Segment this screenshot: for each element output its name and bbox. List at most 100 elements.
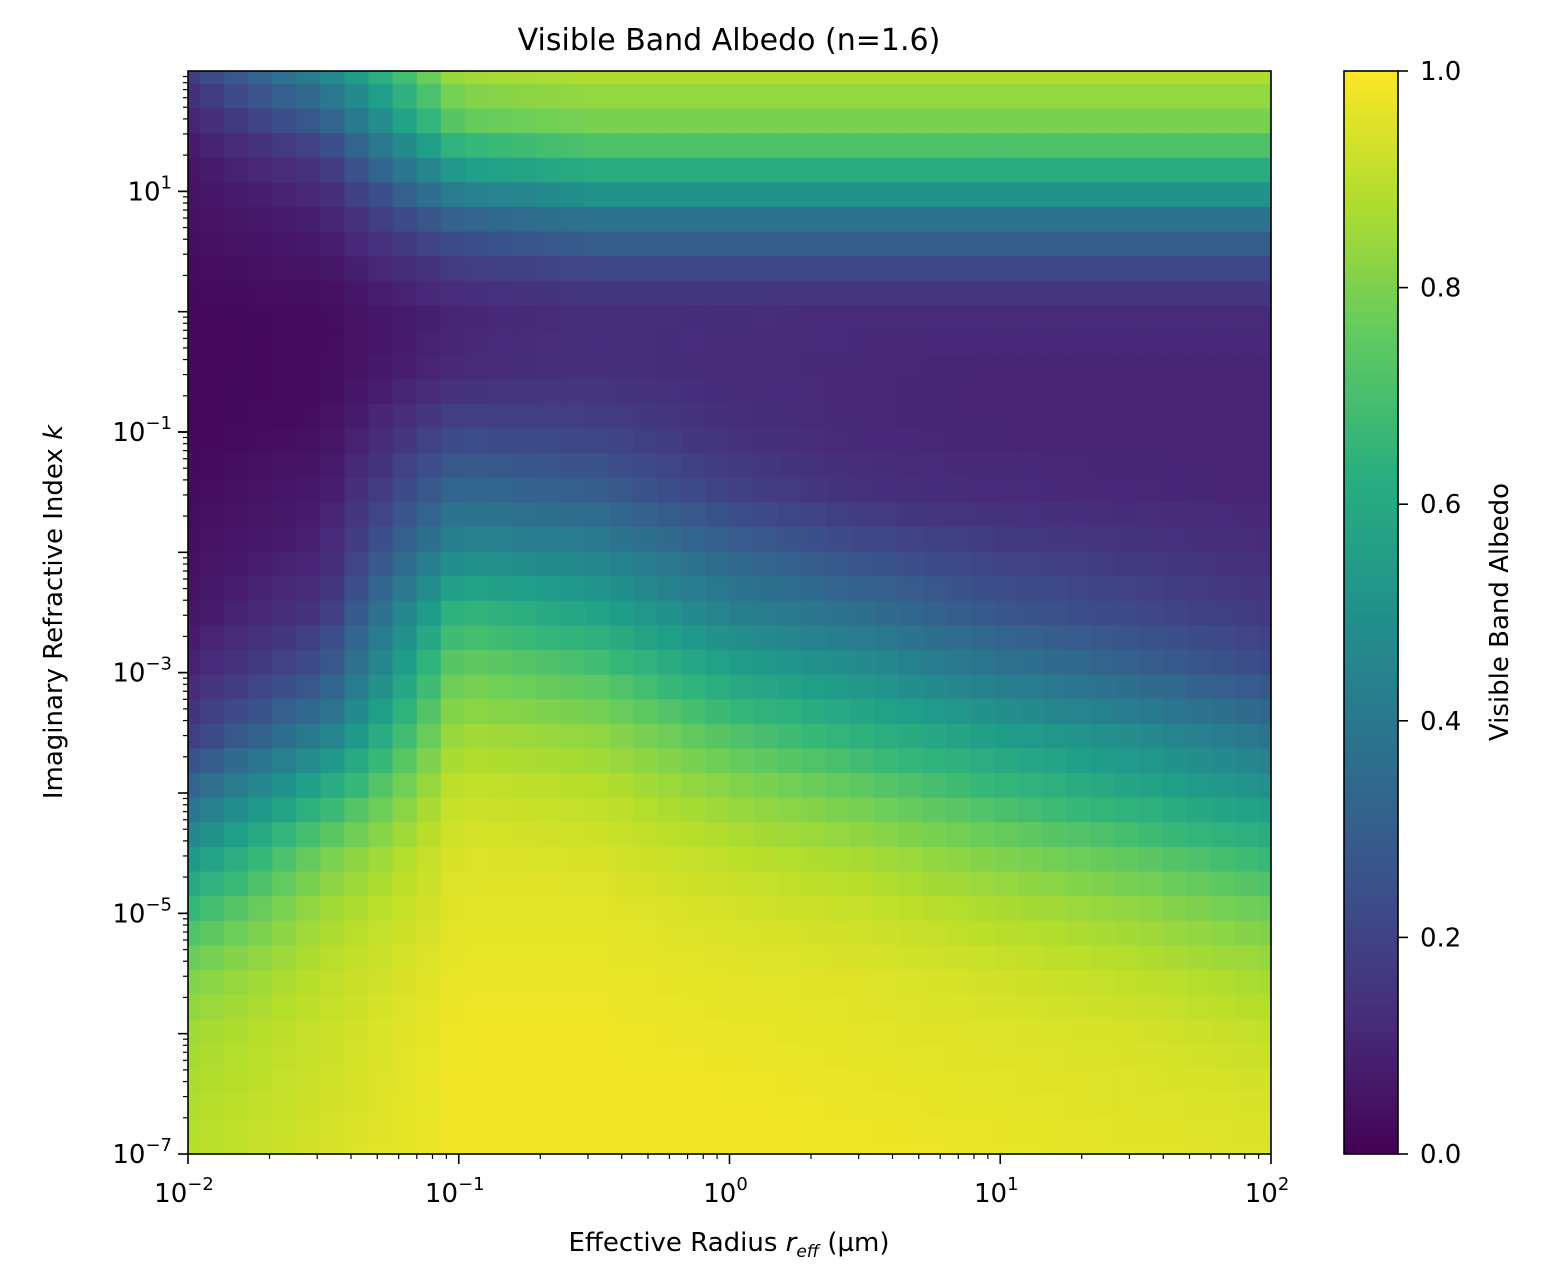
heatmap-cell [416,206,442,232]
heatmap-cell [368,1018,394,1044]
heatmap-cell [248,329,273,355]
heatmap-cell [1210,378,1236,404]
heatmap-cell [416,797,442,823]
heatmap-cell [1210,747,1236,774]
heatmap-cell [200,1117,225,1143]
heatmap-cell [873,920,899,946]
heatmap-cell [561,649,586,675]
heatmap-cell [296,797,321,823]
heatmap-cell [488,821,514,847]
heatmap-cell [1090,1043,1116,1069]
heatmap-cell [681,821,707,847]
heatmap-cell [296,71,321,84]
heatmap-cell [657,600,682,626]
heatmap-cell [224,71,249,84]
heatmap-cell [585,452,610,478]
heatmap-cell [825,870,851,897]
heatmap-cell [344,624,370,651]
heatmap-cell [1018,698,1043,724]
heatmap-cell [1234,452,1260,478]
heatmap-cell [320,280,346,306]
heatmap-cell [536,255,562,281]
heatmap-cell [946,870,971,897]
heatmap-cell [1258,354,1272,380]
heatmap-cell [440,427,466,454]
heatmap-cell [1138,575,1164,601]
heatmap-cell [1042,526,1068,552]
heatmap-cell [657,1043,682,1069]
heatmap-cell [1018,1092,1043,1118]
heatmap-cell [344,1092,370,1118]
heatmap-cell [729,427,755,454]
heatmap-cell [897,71,923,84]
heatmap-cell [536,230,562,257]
heatmap-cell [753,944,779,970]
heatmap-cell [1210,698,1236,724]
heatmap-cell [320,747,346,774]
heatmap-cell [248,797,273,823]
heatmap-cell [1090,698,1116,724]
heatmap-cell [1114,920,1140,946]
heatmap-cell [970,772,995,798]
heatmap-cell [1066,1092,1092,1118]
heatmap-cell [1162,107,1188,134]
heatmap-cell [272,181,297,207]
heatmap-cell [777,71,803,84]
heatmap-cell [488,1067,514,1094]
heatmap-cell [368,403,394,429]
heatmap-cell [922,944,947,970]
x-tick-label: 10−2 [154,1174,214,1209]
heatmap-cell [200,107,225,134]
heatmap-cell [464,895,490,921]
heatmap-cell [368,329,394,355]
heatmap-cell [224,575,249,601]
heatmap-cell [224,969,249,995]
heatmap-cell [1114,132,1140,158]
heatmap-cell [801,452,827,478]
heatmap-cell [512,206,538,232]
heatmap-cell [1258,526,1272,552]
heatmap-cell [320,206,346,232]
heatmap-cell [946,132,971,158]
heatmap-cell [200,501,225,527]
heatmap-cell [801,600,827,626]
heatmap-cell [488,304,514,331]
heatmap-cell [1138,83,1164,109]
heatmap-cell [585,747,610,774]
heatmap-cell [729,1092,755,1118]
heatmap-cell [296,304,321,331]
heatmap-cell [801,1018,827,1044]
heatmap-cell [536,107,562,134]
heatmap-cell [1258,255,1272,281]
heatmap-cell [1186,206,1212,232]
heatmap-cell [464,280,490,306]
heatmap-cell [825,452,851,478]
heatmap-cell [488,1141,514,1155]
heatmap-cell [536,1067,562,1094]
heatmap-cell [705,206,731,232]
heatmap-cell [1162,723,1188,749]
heatmap-cell [536,600,562,626]
heatmap-cell [561,1043,586,1069]
heatmap-cell [609,181,634,207]
heatmap-cell [994,83,1019,109]
heatmap-cell [1234,477,1260,503]
heatmap-cell [1258,157,1272,183]
heatmap-cell [1186,944,1212,970]
heatmap-cell [801,674,827,700]
heatmap-cell [188,157,201,183]
heatmap-cell [994,329,1019,355]
heatmap-cell [1258,329,1272,355]
heatmap-cell [1042,107,1068,134]
heatmap-cell [970,280,995,306]
heatmap-cell [922,230,947,257]
heatmap-cell [224,994,249,1020]
heatmap-cell [897,477,923,503]
heatmap-cell [1090,944,1116,970]
heatmap-cell [416,1043,442,1069]
heatmap-cell [440,329,466,355]
heatmap-cell [512,427,538,454]
heatmap-cell [873,181,899,207]
heatmap-cell [657,698,682,724]
heatmap-cell [1210,1067,1236,1094]
